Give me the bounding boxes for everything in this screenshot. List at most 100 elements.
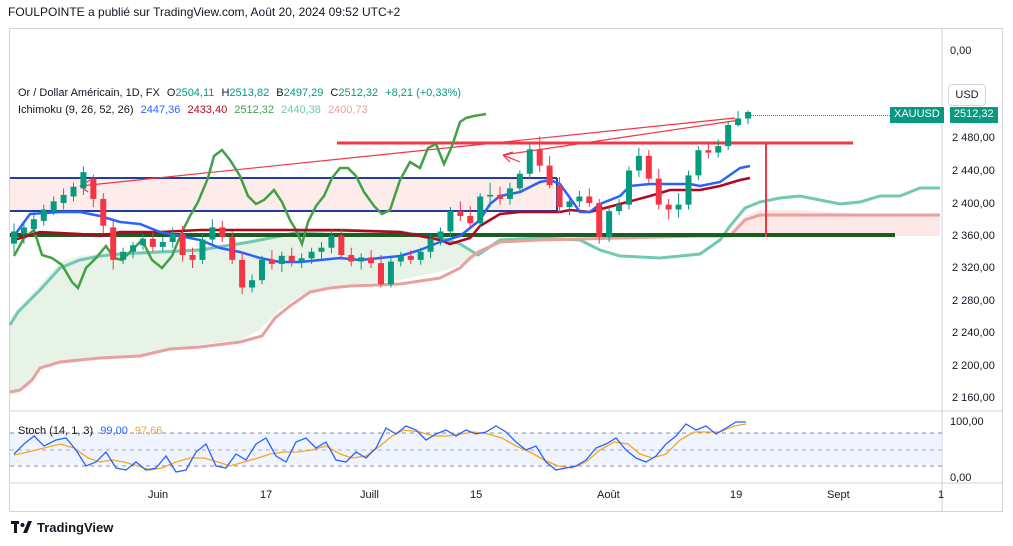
time-tick: 1 — [938, 489, 945, 501]
price-tick-top: 0,00 — [950, 45, 972, 57]
candle-body — [606, 211, 613, 238]
time-tick: Juill — [360, 489, 379, 501]
candle-body — [487, 194, 494, 197]
ohlc-open: O2504,11 — [166, 87, 215, 99]
candle-body — [298, 258, 305, 262]
candle-body — [328, 235, 335, 248]
candle-body — [497, 194, 504, 199]
candle-body — [139, 238, 146, 246]
price-tick: 2 360,00 — [952, 230, 995, 242]
last-price-tag: 2512,32 — [949, 107, 998, 123]
stoch-label: Stoch (14, 1, 3) — [18, 425, 94, 437]
tenkan-value: 2447,36 — [140, 104, 181, 116]
candle-body — [477, 196, 484, 224]
candle-body — [209, 227, 216, 240]
candle-body — [70, 186, 77, 197]
candle-body — [358, 257, 365, 262]
kumo-green-fill — [10, 228, 478, 395]
candle-body — [219, 227, 226, 238]
candle-body — [536, 149, 543, 166]
price-tick: 2 320,00 — [952, 262, 995, 274]
price-tick: 2 400,00 — [952, 198, 995, 210]
chikou-value: 2512,32 — [234, 104, 275, 116]
candle-body — [318, 247, 325, 252]
candle-body — [616, 204, 623, 212]
candle-body — [645, 155, 652, 179]
trend-line-1 — [79, 117, 736, 187]
publication-caption: FOULPOINTE a publié sur TradingView.com,… — [8, 5, 401, 19]
chart-frame — [9, 28, 1003, 512]
time-tick: 17 — [260, 489, 273, 501]
ichimoku-label: Ichimoku (9, 26, 52, 26) — [18, 104, 134, 116]
symbol-name: Or / Dollar Américain, 1D, FX — [18, 87, 160, 99]
candle-body — [427, 238, 434, 252]
candle-body — [50, 201, 57, 212]
candle-body — [80, 172, 87, 189]
price-tick: 2 200,00 — [952, 360, 995, 372]
candle-body — [397, 255, 404, 262]
ohlc-low: B2497,29 — [276, 87, 324, 99]
ohlc-high: H2513,82 — [221, 87, 270, 99]
candle-body — [60, 194, 67, 203]
candle-body — [447, 211, 454, 232]
candle-body — [159, 242, 166, 247]
stoch-tick-top: 100,00 — [950, 416, 984, 428]
brand-name: TradingView — [37, 520, 114, 535]
candle-body — [30, 219, 37, 229]
candle-body — [586, 196, 593, 203]
candle-body — [625, 170, 632, 205]
candle-body — [576, 196, 583, 202]
span-a-value: 2440,38 — [281, 104, 321, 116]
symbol-tag: XAUUSD — [890, 107, 944, 123]
candle-body — [179, 233, 186, 255]
arrow-marker-mid — [502, 151, 514, 163]
trend-line-3 — [502, 154, 521, 163]
senkou-span-b-line — [9, 213, 940, 394]
tradingview-footer[interactable]: TradingView — [11, 520, 113, 535]
candle-body — [437, 231, 444, 239]
candle-body — [417, 251, 424, 260]
candle-body — [368, 257, 375, 264]
candle-body — [516, 173, 523, 189]
main-legend: Or / Dollar Américain, 1D, FX O2504,11 H… — [18, 87, 461, 99]
candle-body — [745, 112, 751, 119]
time-tick: Août — [597, 489, 620, 501]
candle-body — [308, 251, 315, 259]
candle-body — [735, 118, 742, 125]
price-change: +8,21 (+0,33%) — [385, 87, 462, 99]
candle-body — [378, 263, 384, 285]
candle-body — [705, 150, 712, 153]
symbol-price-tag: XAUUSD 2512,32 — [890, 107, 998, 123]
candle-body — [596, 203, 603, 238]
span-b-value: 2400,73 — [327, 104, 368, 116]
senkou-span-a-line — [8, 186, 940, 326]
candle-body — [695, 150, 702, 176]
candle-body — [348, 255, 355, 262]
stoch-tick-bottom: 0,00 — [950, 472, 972, 484]
candle-body — [566, 201, 573, 208]
candle-body — [407, 255, 414, 260]
candle-body — [526, 149, 533, 174]
candle-body — [239, 259, 246, 288]
candle-body — [715, 146, 722, 153]
price-tick: 2 440,00 — [952, 165, 995, 177]
candle-body — [387, 261, 394, 285]
candle-body — [655, 178, 662, 205]
candlesticks — [11, 110, 751, 294]
candle-body — [278, 255, 285, 264]
candle-body — [467, 216, 474, 224]
currency-button[interactable]: USD — [948, 84, 986, 106]
time-tick: 19 — [730, 489, 743, 501]
stoch-legend[interactable]: Stoch (14, 1, 3) 99,00 97,66 — [18, 425, 162, 437]
stoch-d-value: 97,66 — [134, 425, 163, 437]
candle-body — [457, 211, 464, 216]
candle-body — [635, 155, 642, 171]
kijun-value: 2433,40 — [187, 104, 228, 116]
candle-body — [100, 198, 107, 226]
ichimoku-legend[interactable]: Ichimoku (9, 26, 52, 26) 2447,36 2433,40… — [18, 104, 368, 116]
candle-body — [120, 251, 127, 260]
candle-body — [189, 255, 196, 260]
price-tick: 2 160,00 — [952, 392, 995, 404]
time-tick: Sept — [827, 489, 850, 501]
